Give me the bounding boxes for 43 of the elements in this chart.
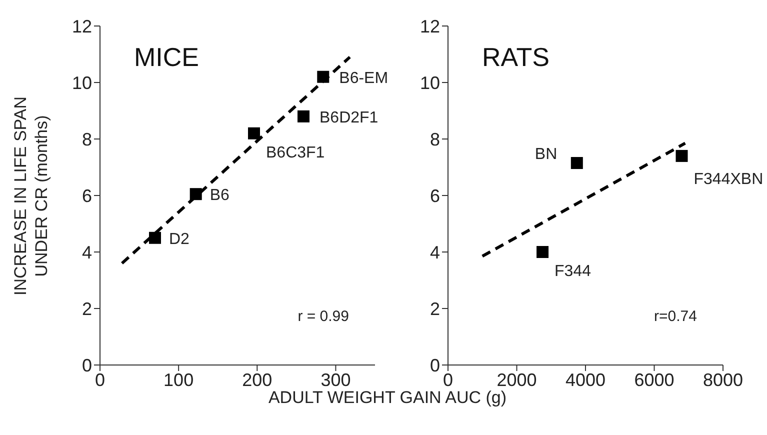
x-tick-label: 100 <box>164 370 194 390</box>
y-tick-label: 2 <box>82 298 92 319</box>
y-axis-title: INCREASE IN LIFE SPAN UNDER CR (months) <box>10 96 52 298</box>
x-tick-label: 0 <box>442 370 454 390</box>
y-tick-label: 8 <box>430 129 440 150</box>
annotation: F344 <box>554 263 592 280</box>
y-tick-label: 6 <box>82 186 92 206</box>
point <box>298 110 310 122</box>
y-tick-label: 8 <box>82 129 92 150</box>
x-tick-label: 0 <box>94 370 106 390</box>
annotation: B6C3F1 <box>266 144 325 162</box>
annotation: D2 <box>169 230 190 248</box>
annotation: B6 <box>210 187 230 204</box>
annotation: r = 0.99 <box>298 308 349 325</box>
y-tick-label: 4 <box>82 242 92 262</box>
x-tick-label: 4000 <box>565 370 606 390</box>
y-tick-label: 10 <box>72 72 92 93</box>
annotation: r=0.74 <box>654 308 697 325</box>
y-tick-label: 0 <box>82 355 92 376</box>
x-tick-label: 200 <box>242 370 272 390</box>
x-tick-label: 2000 <box>496 370 537 390</box>
x-tick-label: 6000 <box>634 370 674 390</box>
x-axis-title: ADULT WEIGHT GAIN AUC (g) <box>267 388 508 408</box>
y-tick-label: 0 <box>430 355 440 376</box>
point <box>149 232 161 244</box>
point <box>248 127 260 140</box>
x-tick-label: 300 <box>320 370 351 390</box>
annotation: B6D2F1 <box>320 109 378 126</box>
y-tick-label: 12 <box>72 16 92 36</box>
text: MICE <box>134 42 199 73</box>
point <box>676 150 688 162</box>
y-tick-label: 2 <box>430 298 440 319</box>
annotation: BN <box>534 146 558 164</box>
point <box>536 246 549 258</box>
y-tick-label: 6 <box>430 186 440 206</box>
annotation: B6-EM <box>339 70 388 87</box>
y-tick-label: 10 <box>420 72 440 93</box>
text: RATS <box>482 42 550 73</box>
annotation: F344XBN <box>694 170 764 188</box>
point <box>570 157 583 170</box>
y-tick-label: 12 <box>420 16 440 36</box>
x-tick-label: 8000 <box>702 370 744 390</box>
y-tick-label: 4 <box>430 242 440 262</box>
